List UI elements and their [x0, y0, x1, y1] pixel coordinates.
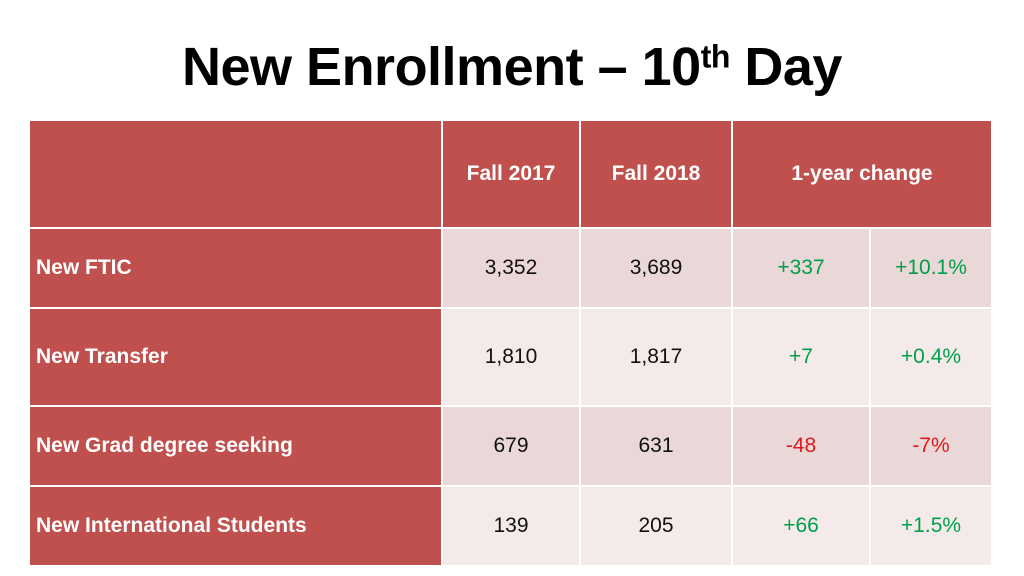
- header-fall-2017: Fall 2017: [441, 119, 581, 229]
- fall-2018-value: 631: [579, 405, 733, 487]
- change-percent: +1.5%: [869, 485, 993, 567]
- fall-2017-value: 139: [441, 485, 581, 567]
- title-tail: Day: [729, 37, 842, 97]
- title-main: New Enrollment – 10: [182, 37, 701, 97]
- row-label: New FTIC: [28, 227, 443, 309]
- header-one-year-change: 1-year change: [731, 119, 993, 229]
- table-header-row: Fall 2017 Fall 2018 1-year change: [28, 119, 993, 229]
- change-absolute: +7: [731, 307, 871, 407]
- change-percent: +0.4%: [869, 307, 993, 407]
- fall-2018-value: 3,689: [579, 227, 733, 309]
- row-label: New Grad degree seeking: [28, 405, 443, 487]
- change-percent: -7%: [869, 405, 993, 487]
- table-row: New International Students 139 205 +66 +…: [28, 485, 993, 567]
- page-title: New Enrollment – 10th Day: [0, 36, 1024, 98]
- fall-2018-value: 1,817: [579, 307, 733, 407]
- row-label: New Transfer: [28, 307, 443, 407]
- fall-2017-value: 3,352: [441, 227, 581, 309]
- title-superscript: th: [700, 38, 731, 75]
- table-row: New FTIC 3,352 3,689 +337 +10.1%: [28, 227, 993, 309]
- change-absolute: +337: [731, 227, 871, 309]
- fall-2018-value: 205: [579, 485, 733, 567]
- fall-2017-value: 679: [441, 405, 581, 487]
- change-absolute: +66: [731, 485, 871, 567]
- header-empty-cell: [28, 119, 443, 229]
- table-row: New Transfer 1,810 1,817 +7 +0.4%: [28, 307, 993, 407]
- enrollment-table: Fall 2017 Fall 2018 1-year change New FT…: [28, 119, 993, 567]
- row-label: New International Students: [28, 485, 443, 567]
- table-row: New Grad degree seeking 679 631 -48 -7%: [28, 405, 993, 487]
- change-percent: +10.1%: [869, 227, 993, 309]
- fall-2017-value: 1,810: [441, 307, 581, 407]
- change-absolute: -48: [731, 405, 871, 487]
- header-fall-2018: Fall 2018: [579, 119, 733, 229]
